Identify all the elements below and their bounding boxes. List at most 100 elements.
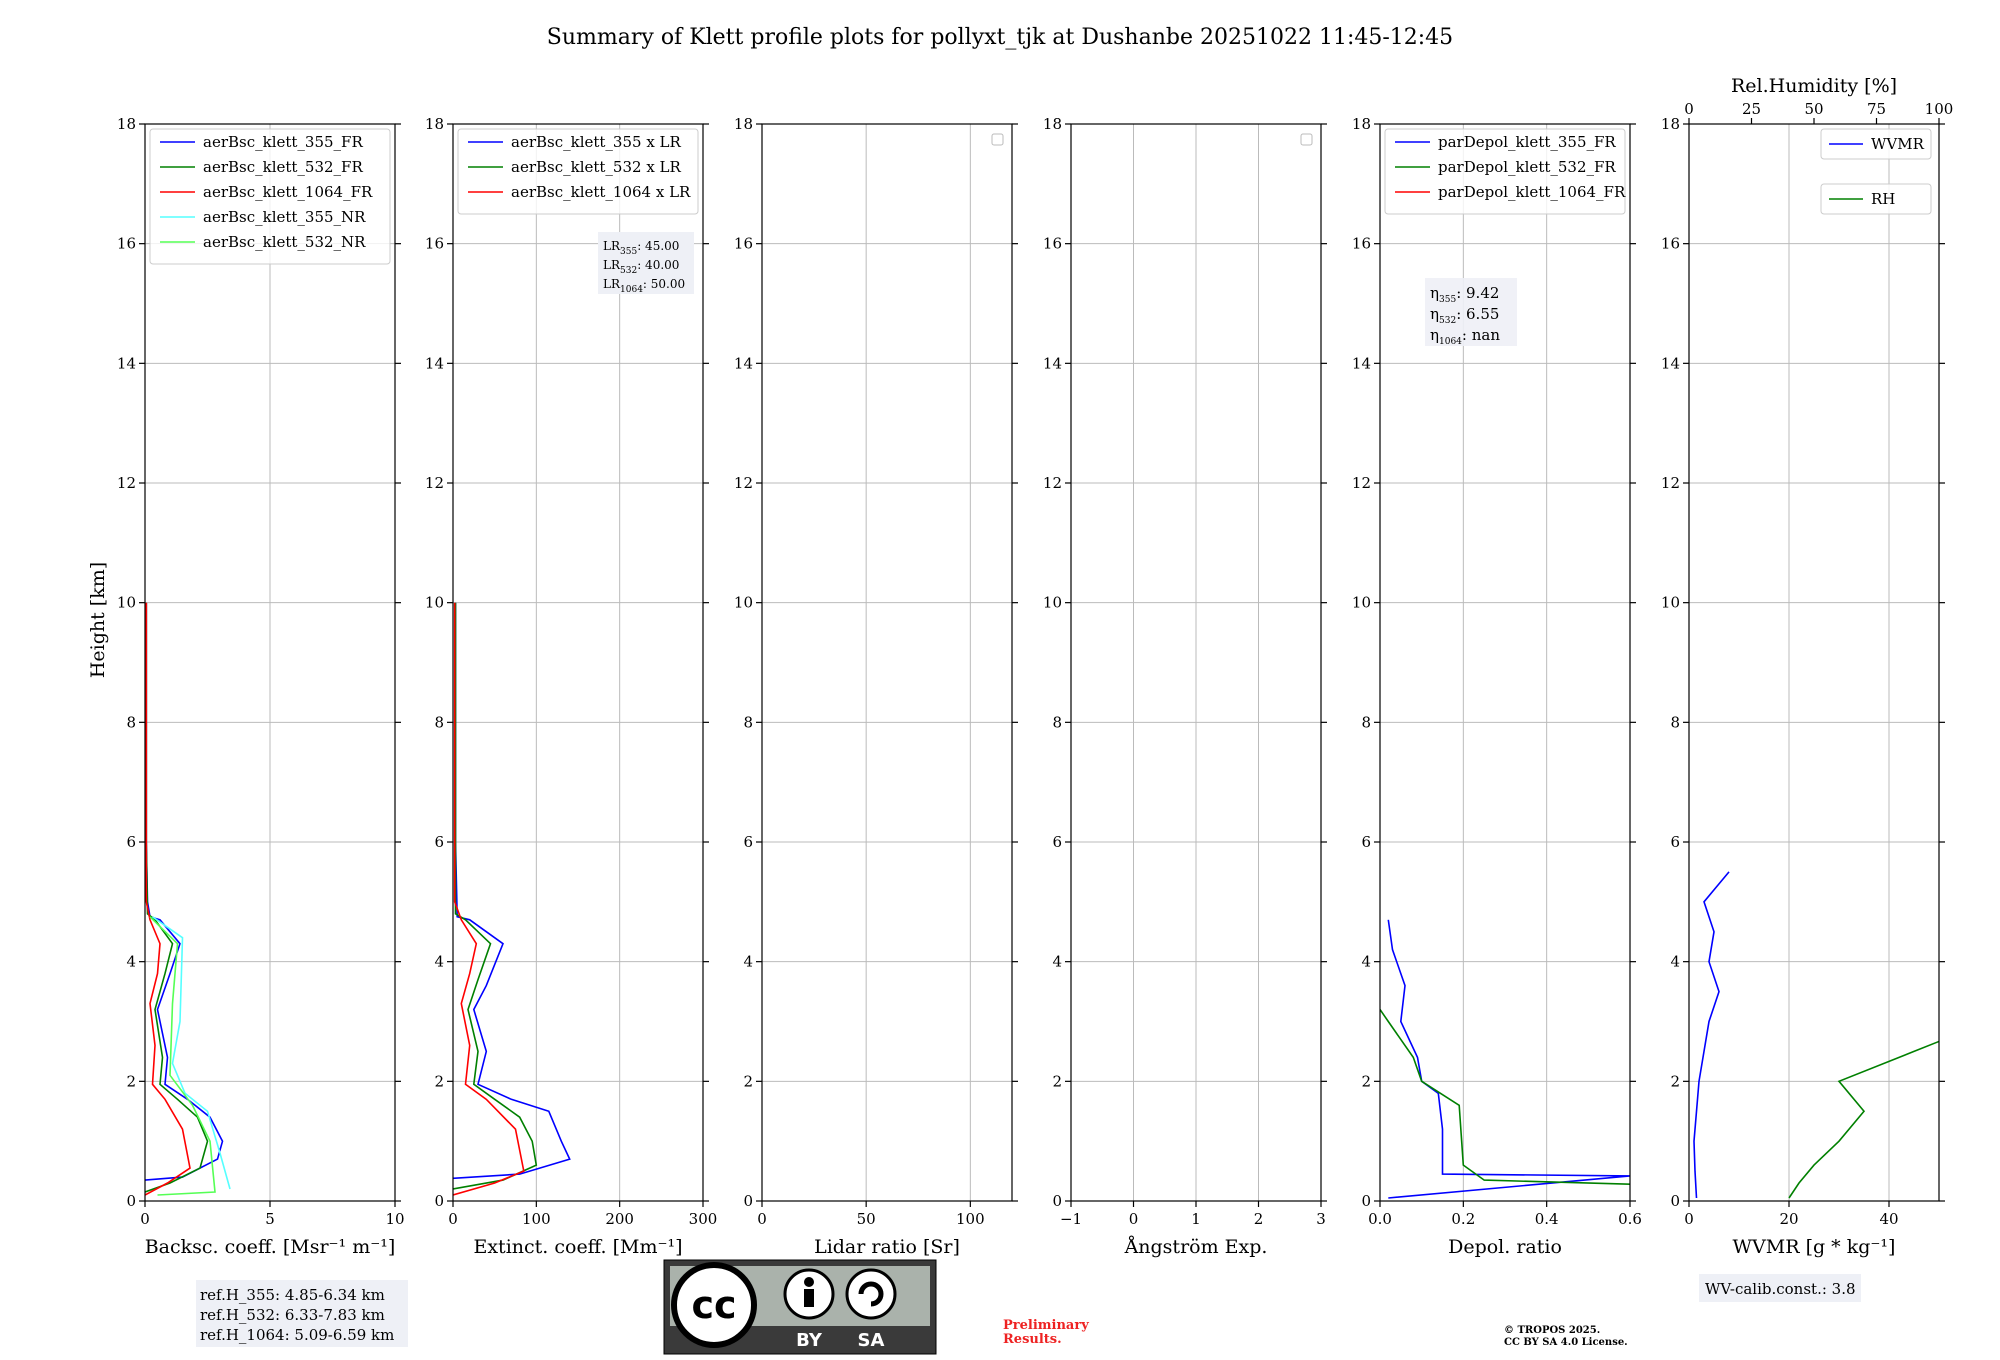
x-axis-label: Backsc. coeff. [Msr⁻¹ m⁻¹] (145, 1236, 396, 1258)
by-icon-body (804, 1289, 814, 1307)
x-tick-label: 50 (857, 1210, 876, 1228)
y-tick-label: 0 (126, 1192, 136, 1210)
top-tick-label: 75 (1867, 100, 1886, 118)
y-tick-label: 14 (117, 354, 136, 372)
panel-dep: 0 2 4 6 8 10 12 14 16 18 0.0 0.2 0.4 0.6 Depol. ratio p… (1352, 115, 1642, 1258)
y-tick-label: 8 (434, 713, 444, 731)
y-tick-label: 8 (1361, 713, 1371, 731)
x-tick-label: 5 (265, 1210, 275, 1228)
legend-entry: parDepol_klett_532_FR (1438, 158, 1616, 176)
y-tick-label: 16 (1043, 235, 1062, 253)
lidar-ratio-label: LR1064: 50.00 (603, 277, 685, 295)
eta-label: η355: 9.42 (1430, 284, 1499, 305)
y-tick-label: 18 (1661, 115, 1680, 133)
y-tick-label: 4 (1361, 953, 1371, 971)
panel-frame (1688, 123, 1940, 1202)
y-tick-label: 14 (1661, 354, 1680, 372)
y-tick-label: 12 (1661, 474, 1680, 492)
x-axis-label: Depol. ratio (1448, 1236, 1562, 1258)
wv-calibration-label: WV-calib.const.: 3.8 (1705, 1280, 1856, 1298)
x-tick-label: 0.4 (1535, 1210, 1559, 1228)
y-tick-label: 4 (743, 953, 753, 971)
y-tick-label: 12 (117, 474, 136, 492)
series-line-wv-1 (1788, 1040, 1939, 1199)
series-line-bsc-3 (152, 916, 231, 1190)
reference-height-label: ref.H_355: 4.85-6.34 km (200, 1286, 385, 1304)
y-tick-label: 12 (425, 474, 444, 492)
lidar-ratio-label-val: : 40.00 (637, 258, 679, 272)
legend-entry: aerBsc_klett_1064 x LR (511, 183, 691, 201)
x-tick-label: 40 (1879, 1210, 1898, 1228)
y-tick-label: 2 (126, 1072, 136, 1090)
legend-box (457, 128, 699, 215)
y-tick-label: 2 (434, 1072, 444, 1090)
x-tick-label: 1 (1191, 1210, 1201, 1228)
top-tick-label: 100 (1925, 100, 1954, 118)
y-tick-label: 14 (425, 354, 444, 372)
sa-icon-arrow (858, 1281, 884, 1307)
series-line-ext-0 (453, 602, 571, 1180)
y-tick-label: 6 (126, 833, 136, 851)
legend-entry: aerBsc_klett_355_NR (203, 208, 366, 226)
y-tick-label: 12 (734, 474, 753, 492)
series-line-bsc-4 (149, 916, 216, 1196)
y-tick-label: 18 (117, 115, 136, 133)
x-axis-label: Extinct. coeff. [Mm⁻¹] (473, 1236, 682, 1258)
x-tick-label: 0 (140, 1210, 150, 1228)
y-tick-label: 16 (1661, 235, 1680, 253)
cc-icon (671, 1262, 757, 1348)
series-line-bsc-2 (145, 602, 191, 1196)
y-tick-label: 0 (434, 1192, 444, 1210)
eta-label-val: : 9.42 (1456, 284, 1499, 302)
y-tick-label: 16 (117, 235, 136, 253)
y-tick-label: 0 (1361, 1192, 1371, 1210)
lidar-ratio-label-base: LR (603, 258, 621, 272)
x-tick-label: 10 (385, 1210, 404, 1228)
legend-entry: aerBsc_klett_532_NR (203, 233, 366, 251)
x-tick-label: 0 (757, 1210, 767, 1228)
legend-entry: parDepol_klett_355_FR (1438, 133, 1616, 151)
x-tick-label: 20 (1779, 1210, 1798, 1228)
eta-label: η1064: nan (1430, 326, 1500, 347)
y-tick-label: 16 (1352, 235, 1371, 253)
x-axis-label: Lidar ratio [Sr] (814, 1236, 960, 1258)
reference-height-label: ref.H_1064: 5.09-6.59 km (200, 1326, 394, 1344)
y-tick-label: 14 (1352, 354, 1371, 372)
preliminary-text-2: Results. (1003, 1332, 1062, 1347)
lidar-ratio-box (598, 232, 694, 294)
legend-entry: aerBsc_klett_355 x LR (511, 133, 682, 151)
eta-label: η532: 6.55 (1430, 305, 1499, 326)
legend-entry: aerBsc_klett_532 x LR (511, 158, 682, 176)
eta-box (1425, 278, 1517, 346)
y-tick-label: 18 (425, 115, 444, 133)
eta-label-sub: 532 (1439, 316, 1456, 326)
badge-sa-label: SA (858, 1330, 885, 1351)
lidar-ratio-label-base: LR (603, 239, 621, 253)
legend-entry: parDepol_klett_1064_FR (1438, 183, 1626, 201)
x-tick-label: 0.0 (1368, 1210, 1392, 1228)
y-tick-label: 16 (425, 235, 444, 253)
panel-frame (452, 123, 704, 1202)
series-line-bsc-1 (145, 602, 209, 1193)
y-tick-label: 14 (1043, 354, 1062, 372)
preliminary-text-1: Preliminary (1003, 1318, 1089, 1333)
eta-label-sub: 355 (1439, 295, 1456, 305)
y-tick-label: 4 (434, 953, 444, 971)
y-tick-label: 10 (734, 594, 753, 612)
y-tick-label: 4 (1052, 953, 1062, 971)
y-tick-label: 18 (1043, 115, 1062, 133)
legend-box (1820, 128, 1932, 160)
legend-entry: aerBsc_klett_355_FR (203, 133, 363, 151)
y-tick-label: 8 (126, 713, 136, 731)
eta-label-val: : nan (1462, 326, 1500, 344)
legend-entry: RH (1871, 190, 1895, 208)
y-tick-label: 10 (1043, 594, 1062, 612)
eta-label-base: η (1430, 284, 1439, 302)
x-tick-label: 100 (522, 1210, 551, 1228)
empty-legend-marker (1300, 133, 1313, 146)
y-tick-label: 12 (1352, 474, 1371, 492)
legend-entry: WVMR (1871, 135, 1925, 153)
